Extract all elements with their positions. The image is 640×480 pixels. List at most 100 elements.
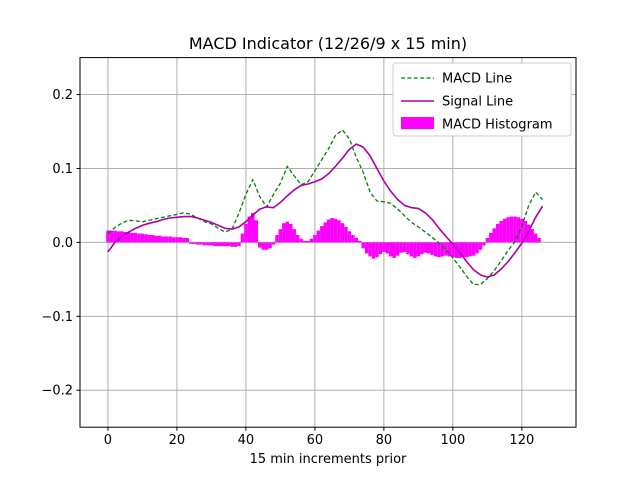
histogram-bar	[192, 242, 196, 244]
histogram-bar	[423, 242, 427, 253]
histogram-bar	[175, 237, 179, 243]
histogram-bar	[126, 232, 131, 243]
legend-box	[392, 62, 572, 137]
histogram-bar	[237, 242, 241, 247]
histogram-bar	[333, 218, 338, 243]
histogram-bar	[354, 237, 359, 243]
x-tick-label: 120	[509, 433, 534, 448]
histogram-bar	[278, 229, 283, 243]
x-tick-label: 20	[169, 433, 186, 448]
histogram-bar	[375, 242, 379, 258]
histogram-bar	[402, 242, 407, 253]
histogram-bar	[458, 242, 462, 258]
histogram-bar	[471, 242, 476, 256]
histogram-bar	[289, 223, 293, 243]
axis-ticks-and-labels: 0 20 40 60 80 100 120 −0.2 −0.1 0.0 0.1 0.2	[41, 88, 534, 448]
histogram-bar	[320, 226, 324, 243]
histogram-bar	[492, 228, 496, 243]
histogram-bar	[251, 212, 255, 243]
histogram-bar	[161, 236, 165, 243]
macd-histogram-bars	[106, 212, 541, 259]
histogram-bar	[157, 235, 162, 243]
histogram-bar	[133, 232, 138, 243]
histogram-bar	[530, 229, 534, 243]
histogram-bar	[206, 242, 210, 246]
histogram-bar	[430, 242, 434, 255]
histogram-bar	[437, 242, 441, 258]
histogram-bar	[395, 242, 400, 256]
histogram-bar	[168, 236, 172, 243]
histogram-bar	[313, 235, 317, 243]
histogram-bar	[499, 220, 503, 243]
legend: MACD Line Signal Line MACD Histogram	[392, 62, 572, 137]
histogram-bar	[426, 242, 431, 254]
histogram-bar	[292, 229, 296, 243]
histogram-bar	[461, 242, 465, 258]
series-lines	[107, 129, 544, 286]
histogram-bar	[268, 242, 272, 249]
histogram-bar	[478, 242, 483, 250]
histogram-bar	[106, 230, 110, 243]
histogram-bar	[147, 235, 152, 243]
legend-label-histogram: MACD Histogram	[442, 118, 553, 133]
histogram-bar	[340, 223, 345, 243]
histogram-bar	[475, 242, 479, 254]
histogram-bar	[240, 233, 245, 243]
histogram-bar	[440, 242, 445, 257]
histogram-bar	[220, 242, 224, 247]
histogram-bar	[420, 242, 424, 255]
histogram-bar	[368, 242, 372, 257]
histogram-bar	[109, 230, 114, 243]
chart-title: MACD Indicator (12/26/9 x 15 min)	[189, 34, 467, 53]
histogram-bar	[185, 237, 189, 243]
histogram-bar	[378, 242, 383, 255]
x-tick-label: 80	[376, 433, 393, 448]
histogram-bar	[130, 232, 134, 243]
histogram-bar	[523, 220, 528, 243]
histogram-bar	[244, 223, 248, 243]
histogram-bar	[302, 240, 307, 243]
x-tick-label: 100	[440, 433, 465, 448]
histogram-bar	[202, 242, 207, 246]
histogram-bar	[247, 216, 252, 243]
histogram-bar	[264, 242, 269, 250]
y-tick-label: 0.0	[52, 236, 73, 251]
histogram-bar	[113, 230, 117, 243]
histogram-bar	[406, 242, 410, 255]
histogram-bar	[326, 219, 331, 243]
histogram-bar	[416, 242, 421, 257]
histogram-bar	[188, 242, 193, 244]
y-tick-label: −0.1	[41, 310, 73, 325]
x-tick-label: 0	[104, 433, 112, 448]
histogram-bar	[489, 232, 493, 243]
histogram-bar	[257, 242, 262, 248]
histogram-bar	[371, 242, 376, 259]
histogram-bar	[178, 237, 183, 243]
histogram-bar	[323, 222, 327, 243]
histogram-bar	[233, 242, 238, 247]
histogram-bar	[347, 231, 352, 243]
histogram-bar	[516, 217, 521, 243]
histogram-bar	[344, 226, 348, 243]
y-tick-label: 0.1	[52, 162, 73, 177]
histogram-bar	[164, 236, 169, 243]
histogram-bar	[385, 242, 390, 254]
histogram-bar	[154, 235, 158, 243]
histogram-bar	[482, 242, 486, 246]
histogram-bar	[451, 242, 455, 258]
histogram-bar	[464, 242, 469, 258]
histogram-bar	[171, 237, 176, 243]
histogram-bar	[306, 240, 310, 243]
histogram-bar	[389, 242, 393, 257]
histogram-bar	[140, 233, 145, 243]
histogram-bar	[409, 242, 414, 257]
histogram-bar	[506, 217, 510, 243]
histogram-bar	[527, 224, 531, 243]
histogram-bar	[361, 242, 365, 249]
signal-line-series	[107, 143, 544, 278]
histogram-bar	[182, 237, 186, 243]
histogram-bar	[330, 218, 334, 243]
histogram-bar	[295, 235, 300, 243]
